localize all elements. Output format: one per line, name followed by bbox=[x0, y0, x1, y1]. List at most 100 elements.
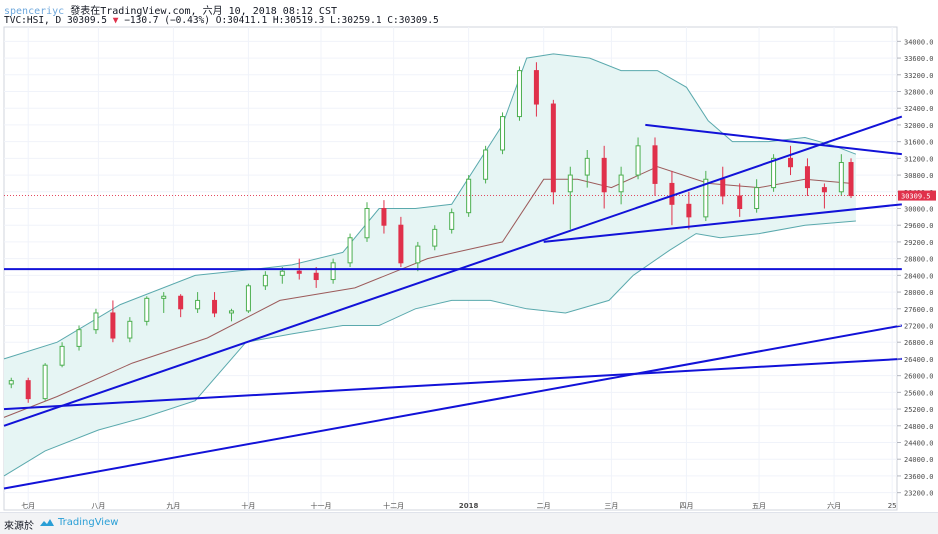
price-chart[interactable]: 23200.0 23600.0 24000.0 24400.0 24800.0 25200… bbox=[0, 0, 938, 512]
trendlines[interactable] bbox=[3, 115, 903, 490]
source-label: 來源於 bbox=[4, 521, 34, 532]
time-tick-label: 七月 bbox=[21, 501, 35, 510]
candle-body bbox=[754, 187, 760, 210]
candle-body bbox=[144, 297, 150, 322]
candle-body bbox=[279, 270, 285, 276]
footer-bar: 來源於 TradingView bbox=[0, 512, 938, 534]
candle-body bbox=[313, 272, 319, 281]
candle-body bbox=[483, 149, 489, 180]
candle-body bbox=[771, 157, 777, 189]
candle-body bbox=[381, 208, 387, 226]
candle-body bbox=[669, 182, 675, 205]
candle-body bbox=[347, 237, 353, 264]
time-tick-label: 十一月 bbox=[311, 501, 332, 510]
price-tick-label: 32000.0 bbox=[904, 122, 934, 130]
candle-body bbox=[364, 208, 370, 239]
bollinger-upper-line bbox=[3, 53, 857, 360]
price-tick-label: 31200.0 bbox=[904, 155, 934, 163]
time-tick-label: 九月 bbox=[166, 501, 180, 510]
last-price-label: 30309.5 bbox=[901, 193, 931, 201]
candle-body bbox=[195, 299, 201, 310]
candle-body bbox=[330, 262, 336, 281]
price-tick-label: 26400.0 bbox=[904, 356, 934, 364]
price-tick-label: 30000.0 bbox=[904, 206, 934, 214]
published-text: 發表在TradingView.com, 六月 10, 2018 08:12 CS… bbox=[70, 6, 337, 17]
candle-body bbox=[398, 224, 404, 264]
candle-body bbox=[59, 345, 65, 366]
down-arrow-icon: ▼ bbox=[112, 15, 119, 26]
candle-body bbox=[533, 70, 539, 105]
candle-body bbox=[93, 312, 99, 331]
time-tick-label: 三月 bbox=[604, 502, 618, 510]
candle-body bbox=[516, 70, 522, 118]
time-tick-label: 六月 bbox=[827, 501, 841, 510]
price-tick-label: 27200.0 bbox=[904, 323, 934, 331]
candle-body bbox=[449, 212, 455, 230]
candle-body bbox=[821, 187, 827, 193]
bollinger-lower-line bbox=[3, 220, 856, 477]
price-tick-label: 24400.0 bbox=[904, 440, 934, 448]
price-tick-label: 33200.0 bbox=[904, 72, 934, 80]
trendline[interactable] bbox=[543, 203, 902, 243]
bollinger-fill bbox=[4, 53, 856, 476]
candle-body bbox=[635, 145, 641, 176]
price-tick-label: 24800.0 bbox=[904, 423, 934, 431]
candle-body bbox=[584, 157, 590, 176]
candle-body bbox=[296, 270, 302, 274]
symbol-header: TVC:HSI, D 30309.5 ▼ −130.7 (−0.43%) O:3… bbox=[4, 15, 439, 26]
price-tick-label: 29200.0 bbox=[904, 239, 934, 247]
ohlc-text: O:30411.1 H:30519.3 L:30259.1 C:30309.5 bbox=[215, 15, 439, 26]
trendline[interactable] bbox=[645, 123, 902, 156]
candle-body bbox=[228, 310, 234, 314]
price-tick-label: 32400.0 bbox=[904, 105, 934, 113]
time-tick-label: 2018 bbox=[459, 502, 479, 510]
publish-header: spenceriyc 發表在TradingView.com, 六月 10, 20… bbox=[4, 2, 337, 17]
price-tick-label: 25200.0 bbox=[904, 406, 934, 414]
time-axis[interactable]: 七月 八月 九月 十月 十一月 十二月 2018 二月 三月 四月 五月 六月 25 bbox=[21, 501, 896, 510]
candle-body bbox=[848, 162, 854, 197]
price-tick-label: 27600.0 bbox=[904, 306, 934, 314]
candle-body bbox=[601, 157, 607, 193]
candle-body bbox=[703, 178, 709, 218]
price-tick-label: 34000.0 bbox=[904, 38, 934, 46]
candle-body bbox=[127, 320, 133, 339]
candle-body bbox=[550, 103, 556, 193]
price-tick-label: 26800.0 bbox=[904, 339, 934, 347]
price-tick-label: 33600.0 bbox=[904, 55, 934, 63]
candle-body bbox=[212, 299, 218, 314]
candle-body bbox=[737, 195, 743, 209]
candle-body bbox=[652, 145, 658, 184]
bollinger-basis-line bbox=[3, 166, 852, 418]
candle-body bbox=[466, 178, 472, 214]
price-tick-label: 28400.0 bbox=[904, 272, 934, 280]
author-name[interactable]: spenceriyc bbox=[4, 6, 65, 17]
symbol-label: TVC:HSI, D bbox=[4, 15, 62, 26]
time-tick-label: 二月 bbox=[537, 502, 551, 510]
price-tick-label: 26000.0 bbox=[904, 373, 934, 381]
trendline[interactable] bbox=[3, 115, 903, 427]
candle-body bbox=[432, 228, 438, 247]
tradingview-brand[interactable]: TradingView bbox=[40, 517, 118, 528]
trendline[interactable] bbox=[3, 324, 903, 490]
candle-body bbox=[686, 203, 692, 218]
candle-body bbox=[415, 245, 421, 264]
price-tick-label: 23200.0 bbox=[904, 490, 934, 498]
candle-body bbox=[720, 178, 726, 197]
candle-body bbox=[161, 295, 167, 299]
candle-body bbox=[110, 312, 116, 339]
bollinger-bands bbox=[3, 53, 857, 477]
time-tick-label: 十二月 bbox=[383, 501, 404, 510]
price-tick-label: 31600.0 bbox=[904, 139, 934, 147]
trendline[interactable] bbox=[3, 357, 902, 411]
price-axis[interactable]: 23200.0 23600.0 24000.0 24400.0 24800.0 25200… bbox=[897, 38, 936, 498]
price-tick-label: 28800.0 bbox=[904, 256, 934, 264]
candle-body bbox=[262, 274, 268, 287]
last-price-badge bbox=[898, 190, 936, 201]
brand-label: TradingView bbox=[58, 517, 119, 528]
price-tick-label: 25600.0 bbox=[904, 389, 934, 397]
price-tick-label: 24000.0 bbox=[904, 456, 934, 464]
candle-body bbox=[567, 174, 573, 193]
candle-body bbox=[76, 329, 82, 347]
price-tick-label: 28000.0 bbox=[904, 289, 934, 297]
candle-body bbox=[788, 157, 794, 168]
